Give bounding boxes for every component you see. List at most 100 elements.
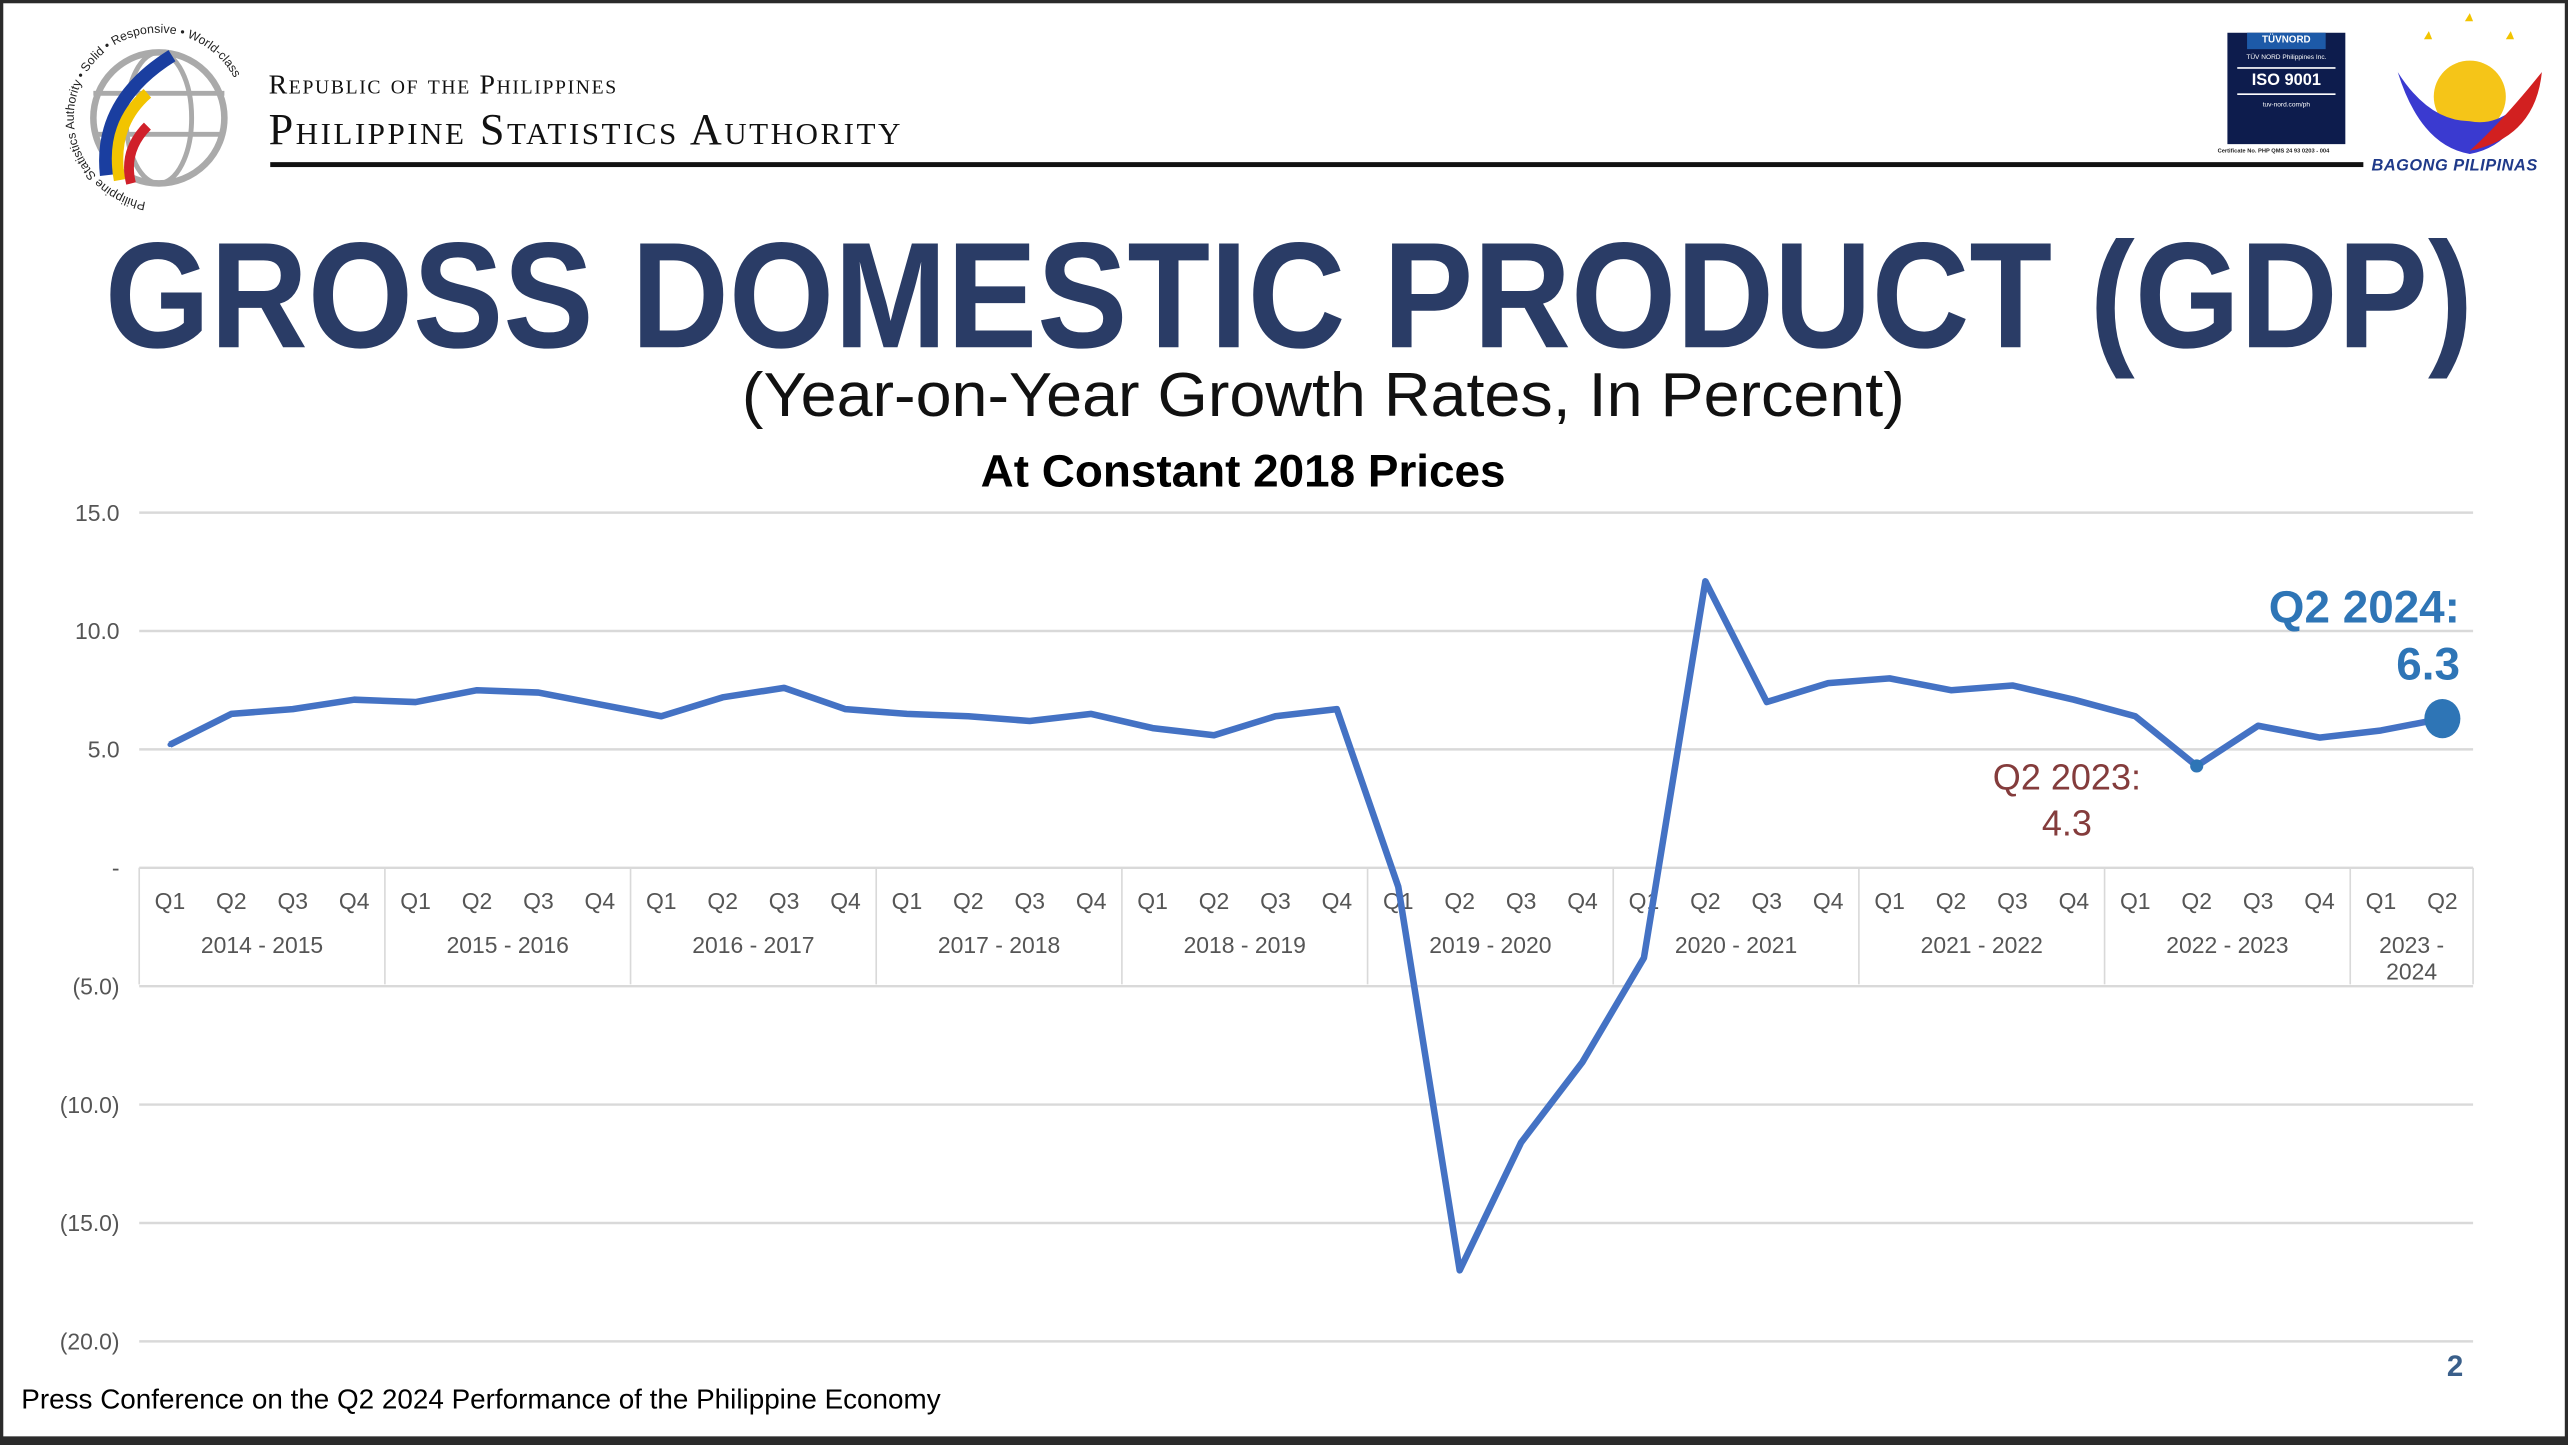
- annotation-q2-2023-value: 4.3: [2042, 802, 2092, 843]
- data-point: [413, 699, 419, 705]
- x-tick-quarter: Q1: [1874, 888, 1905, 914]
- data-point: [1211, 732, 1217, 738]
- page-number: 2: [2446, 1349, 2464, 1383]
- y-tick-label: (10.0): [60, 1092, 120, 1118]
- x-group-label: 2019 - 2020: [1429, 932, 1551, 958]
- iso-brand: TÜVNORD: [2247, 32, 2326, 50]
- data-point: [1887, 675, 1893, 681]
- data-point: [2009, 683, 2015, 688]
- x-group-label: 2023 -2024: [2379, 932, 2444, 984]
- annotation-q2-2024-value: 6.3: [2396, 638, 2460, 690]
- x-tick-quarter: Q4: [1076, 888, 1107, 914]
- x-tick-quarter: Q2: [1444, 888, 1475, 914]
- data-point: [1702, 578, 1708, 584]
- x-tick-quarter: Q4: [830, 888, 861, 914]
- data-point: [2132, 713, 2138, 719]
- data-point: [228, 711, 234, 717]
- annotation-q2-2023-label: Q2 2023:: [1993, 756, 2141, 797]
- data-point: [843, 706, 848, 712]
- x-tick-quarter: Q1: [2366, 888, 2397, 914]
- x-tick-quarter: Q2: [707, 888, 738, 914]
- x-tick-quarter: Q4: [2059, 888, 2090, 914]
- iso-certificate: Certificate No. PHP QMS 24 93 0203 - 004: [2217, 147, 2330, 154]
- iso-badge: TÜVNORD TÜV NORD Philippines Inc. ISO 90…: [2227, 32, 2346, 145]
- iso-url: tuv-nord.com/ph: [2262, 99, 2311, 109]
- x-tick-quarter: Q2: [1690, 888, 1721, 914]
- x-tick-quarter: Q1: [2120, 888, 2151, 914]
- x-group-label: 2020 - 2021: [1675, 932, 1797, 958]
- chart-subtitle: (Year-on-Year Growth Rates, In Percent): [742, 361, 1905, 430]
- iso-company: TÜV NORD Philippines Inc.: [2246, 52, 2327, 61]
- slide: Philippine Statistics Authority • Solid …: [3, 3, 2565, 1437]
- data-point: [1580, 1059, 1585, 1065]
- x-group-label: 2017 - 2018: [938, 932, 1060, 958]
- x-tick-quarter: Q4: [1322, 888, 1353, 914]
- data-point: [1027, 718, 1033, 724]
- footer-text: Press Conference on the Q2 2024 Performa…: [21, 1383, 941, 1416]
- x-tick-quarter: Q3: [1260, 888, 1291, 914]
- republic-label: Republic of the Philippines: [268, 68, 618, 100]
- agency-name: Philippine Statistics Authority: [268, 104, 903, 154]
- data-point: [2378, 728, 2384, 733]
- chart-title: GROSS DOMESTIC PRODUCT (GDP): [105, 211, 2473, 379]
- data-point: [1764, 699, 1770, 705]
- data-point: [2317, 735, 2322, 741]
- data-point: [781, 685, 787, 691]
- highlight-marker-q2-2024: [2424, 698, 2461, 739]
- x-tick-quarter: Q4: [1567, 888, 1598, 914]
- y-tick-label: -: [112, 855, 120, 881]
- data-point: [2255, 723, 2261, 729]
- data-point: [904, 711, 910, 717]
- data-point: [167, 742, 173, 748]
- iso-standard: ISO 9001: [2237, 67, 2336, 95]
- data-point: [597, 701, 603, 707]
- x-tick-quarter: Q3: [2243, 888, 2274, 914]
- x-group-label: 2018 - 2019: [1184, 932, 1306, 958]
- x-tick-quarter: Q4: [339, 888, 370, 914]
- x-tick-quarter: Q4: [1813, 888, 1844, 914]
- x-tick-quarter: Q1: [400, 888, 431, 914]
- bagong-pilipinas-label: BAGONG PILIPINAS: [2371, 157, 2538, 176]
- data-point: [1518, 1140, 1524, 1145]
- x-tick-quarter: Q2: [1199, 888, 1230, 914]
- data-point: [2071, 697, 2077, 703]
- x-group-label-line: 2024: [2386, 958, 2437, 984]
- data-point: [351, 697, 357, 703]
- data-point: [1825, 680, 1831, 686]
- data-point: [965, 713, 971, 719]
- data-point: [1395, 884, 1401, 890]
- data-point: [1150, 725, 1156, 731]
- header-divider: [270, 162, 2364, 168]
- y-tick-label: (20.0): [60, 1329, 120, 1355]
- annotation-q2-2024-label: Q2 2024:: [2269, 580, 2460, 632]
- x-group-label: 2022 - 2023: [2166, 932, 2288, 958]
- y-tick-label: (5.0): [72, 973, 119, 999]
- data-point: [1457, 1267, 1463, 1273]
- y-tick-label: 5.0: [88, 737, 120, 763]
- x-tick-quarter: Q4: [2304, 888, 2335, 914]
- bagong-pilipinas-logo: [2397, 13, 2542, 154]
- x-group-label-line: 2023 -: [2379, 932, 2444, 958]
- x-tick-quarter: Q2: [216, 888, 247, 914]
- y-tick-label: 10.0: [75, 618, 120, 644]
- data-point: [535, 690, 541, 696]
- data-point: [1948, 687, 1954, 693]
- data-point: [1334, 706, 1340, 712]
- x-tick-quarter: Q2: [462, 888, 493, 914]
- data-point: [1088, 711, 1094, 717]
- psa-logo: Philippine Statistics Authority • Solid …: [63, 22, 244, 213]
- x-group-label: 2021 - 2022: [1921, 932, 2043, 958]
- x-tick-quarter: Q3: [1014, 888, 1045, 914]
- x-tick-quarter: Q1: [1137, 888, 1168, 914]
- x-tick-quarter: Q2: [2427, 888, 2458, 914]
- x-tick-quarter: Q1: [892, 888, 923, 914]
- chart-subtitle-prices: At Constant 2018 Prices: [981, 444, 1506, 496]
- x-tick-quarter: Q2: [953, 888, 984, 914]
- data-point: [1641, 955, 1647, 961]
- x-group-label: 2015 - 2016: [447, 932, 569, 958]
- series-line-gdp: [168, 578, 2443, 1274]
- x-tick-quarter: Q3: [769, 888, 800, 914]
- y-tick-label: (15.0): [60, 1210, 120, 1236]
- x-tick-quarter: Q3: [1751, 888, 1782, 914]
- highlight-marker-q2-2023: [2190, 759, 2204, 773]
